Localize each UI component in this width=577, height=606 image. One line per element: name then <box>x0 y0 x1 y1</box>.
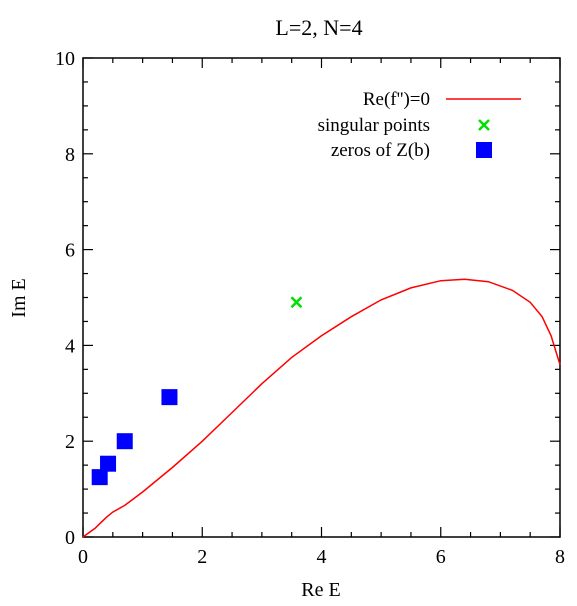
y-tick-label: 2 <box>65 431 75 453</box>
y-axis-label: Im E <box>8 278 30 317</box>
y-tick-label: 6 <box>65 240 75 262</box>
zero-marker <box>161 389 178 406</box>
x-axis-label: Re E <box>301 579 340 601</box>
legend-square-swatch <box>476 142 492 158</box>
y-tick-label: 0 <box>65 527 75 549</box>
zero-marker <box>91 469 108 486</box>
x-tick-label: 6 <box>436 546 446 568</box>
y-tick-labels: 0 2 4 6 8 10 <box>55 48 75 549</box>
zero-marker <box>100 455 117 472</box>
singular-point-marker <box>290 296 303 309</box>
x-tick-label: 4 <box>317 546 327 568</box>
y-tick-label: 8 <box>65 144 75 166</box>
x-tick-labels: 0 2 4 6 8 <box>78 546 565 568</box>
plot-content <box>82 278 561 538</box>
series-line-re-f <box>82 278 561 538</box>
legend-label: Re(f'')=0 <box>363 89 430 110</box>
axis-ticks <box>82 57 561 538</box>
x-tick-label: 0 <box>78 546 88 568</box>
chart-title: L=2, N=4 <box>275 15 362 40</box>
y-tick-label: 10 <box>55 48 75 70</box>
zero-marker <box>116 433 133 450</box>
legend-label: singular points <box>318 115 430 136</box>
legend-x-swatch <box>478 119 490 131</box>
x-tick-label: 8 <box>555 546 565 568</box>
y-tick-label: 4 <box>65 335 75 357</box>
legend: Re(f'')=0 singular points zeros of Z(b) <box>318 89 521 161</box>
legend-label: zeros of Z(b) <box>331 140 430 161</box>
x-tick-label: 2 <box>197 546 207 568</box>
